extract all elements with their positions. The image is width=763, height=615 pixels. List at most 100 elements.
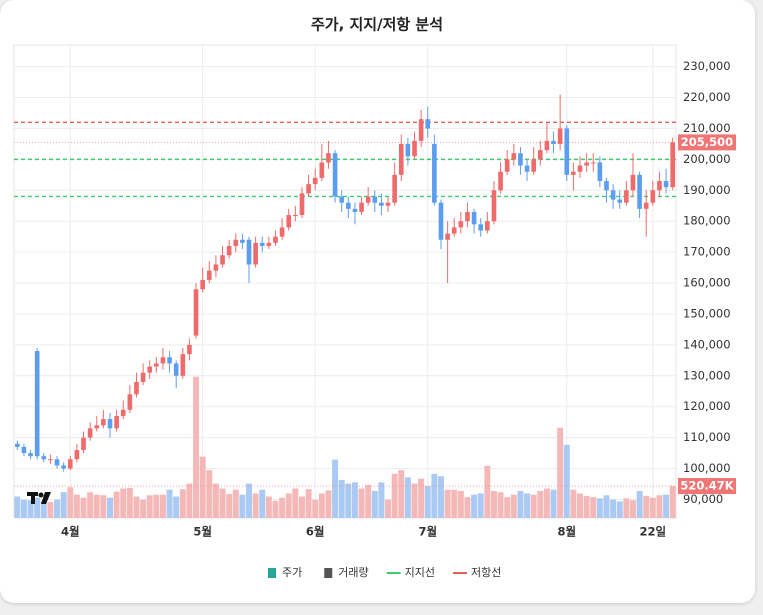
candle-body [345,202,351,209]
candle-body [87,428,93,438]
volume-bar [285,493,292,518]
volume-bar [490,490,497,518]
volume-bar [126,487,133,518]
candle-body [551,140,556,144]
candle-body [392,174,397,203]
volume-bar [497,492,504,518]
volume-bar [232,489,239,518]
plot-border [13,44,677,519]
candle-body [471,211,477,225]
volume-bar [451,489,458,518]
volume-bar [305,489,312,518]
volume-bar [292,488,299,518]
y-tick-label: 210,000 [683,121,731,135]
candle-body [266,242,272,246]
candle-body [107,419,113,429]
volume-bar [133,496,140,518]
candle-body [637,174,642,209]
volume-bar [272,500,279,518]
volume-bar [550,489,557,518]
candle-body [385,202,391,206]
candle-body [94,425,100,429]
candle-body [48,459,53,461]
volume-bar [246,483,252,518]
candle-body [233,239,239,246]
volume-bar [332,459,339,518]
candle-body [61,465,66,469]
volume-bar [186,483,193,518]
volume-bar [338,479,345,518]
candle-body [326,153,331,163]
candle-body [564,128,570,175]
candle-body [577,165,583,172]
y-tick-label: 230,000 [683,59,731,73]
candle-body [41,456,47,460]
candle-body [537,150,543,160]
candle-body [359,202,364,212]
candle-body [657,181,662,191]
candle-body [226,245,232,256]
volume-bar [93,494,100,518]
candle-body [491,190,497,222]
volume-bar [457,490,464,518]
candle-body [465,211,470,222]
y-tick-label: 130,000 [683,368,731,382]
volume-bar [669,486,676,518]
volume-bar [146,495,153,518]
volume-bar [477,493,484,518]
legend-swatch [324,568,333,578]
price-label-text: 205,500 [681,135,733,149]
candle-body [511,153,517,160]
volume-bar [20,499,27,518]
candle-body [101,419,106,426]
volume-bar [252,493,259,518]
volume-bar [577,493,583,518]
candle-body [663,181,669,188]
logo [27,492,51,504]
volume-bar [14,496,21,518]
volume-bar [510,494,517,518]
volume-bar [629,500,636,518]
candle-body [273,236,278,243]
y-tick-label: 90,000 [683,492,723,506]
y-tick-label: 110,000 [683,430,731,444]
volume-bar [404,477,411,518]
candle-body [312,177,318,185]
volume-bar [418,478,425,518]
candle-body [584,162,589,166]
volume-bar [411,483,418,518]
volume-bar [537,490,544,518]
volume-bar [159,494,166,518]
candle-body [180,354,186,376]
candle-body [604,181,609,191]
chart-title: 주가, 지지/저항 분석 [311,16,443,34]
candle-body [293,215,298,217]
volume-bar [517,490,524,518]
volume-bar [649,497,656,518]
volume-bar [583,495,590,518]
y-tick-label: 150,000 [683,306,731,320]
candle-body [365,196,371,203]
volume-bar [570,489,577,518]
volume-bar [279,497,286,518]
candle-body [240,239,245,243]
volume-bar [107,497,113,518]
volume-bar [47,502,54,518]
x-tick-label: 7월 [418,525,437,539]
volume-bar [73,494,80,518]
candle-body [432,143,437,203]
candle-body [220,255,225,265]
volume-bar [219,488,226,518]
volume-bar [471,494,478,518]
volume-bar [60,492,67,518]
candle-body [339,196,345,203]
candle-body [451,227,457,234]
volume-bar [424,486,431,518]
volume-bar [54,499,61,518]
candle-body [630,174,636,191]
volume-bar [663,494,670,518]
volume-bar [153,494,160,518]
y-tick-label: 120,000 [683,399,731,413]
volume-label-text: 520.47K [680,479,734,493]
